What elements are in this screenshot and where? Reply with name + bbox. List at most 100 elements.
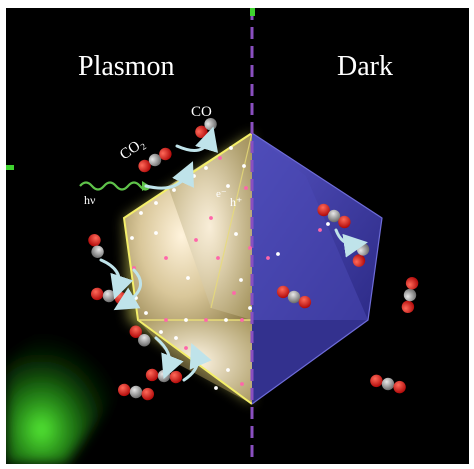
carbon-atom xyxy=(148,153,162,167)
co2-molecule-icon xyxy=(276,285,312,309)
carrier-dot xyxy=(232,291,236,295)
carbon-atom xyxy=(403,288,417,302)
curved-arrow-icon xyxy=(154,336,184,380)
carbon-atom xyxy=(138,334,151,347)
curved-arrow-icon xyxy=(334,228,368,258)
carrier-dot xyxy=(139,211,143,215)
carrier-dot xyxy=(192,174,196,178)
co2-label: CO₂ xyxy=(117,135,148,163)
curved-arrow-icon xyxy=(113,268,143,311)
carrier-dot xyxy=(194,238,198,242)
co-label: CO xyxy=(191,104,212,120)
co2-molecule-icon xyxy=(90,287,128,305)
oxygen-atom xyxy=(393,380,406,394)
carrier-dot xyxy=(216,256,220,260)
carrier-dot xyxy=(184,346,188,350)
co2-molecule-icon xyxy=(370,374,406,394)
oxygen-atom xyxy=(401,300,415,314)
oxygen-atom xyxy=(145,368,159,382)
oxygen-atom xyxy=(338,215,351,229)
carrier-dot xyxy=(204,318,208,322)
green-light-beam xyxy=(6,326,124,464)
plasmon-label: Plasmon xyxy=(78,51,174,82)
carrier-dot xyxy=(172,188,176,192)
carrier-dot xyxy=(174,336,178,340)
carrier-dot xyxy=(218,156,222,160)
carrier-dot xyxy=(199,356,203,360)
carbon-atom xyxy=(91,245,104,258)
oxygen-atom xyxy=(298,295,312,309)
carbon-atom xyxy=(287,290,301,304)
carrier-dot xyxy=(214,386,218,390)
oxygen-atom xyxy=(141,387,155,401)
oxygen-atom xyxy=(90,287,104,301)
top-green-tick xyxy=(250,8,255,16)
co-molecule-icon xyxy=(129,325,151,347)
carrier-dot xyxy=(266,256,270,260)
carrier-dot xyxy=(248,306,252,310)
carrier-dot xyxy=(318,228,322,232)
oxygen-atom xyxy=(317,203,330,217)
oxygen-atom xyxy=(169,370,183,384)
carrier-dot xyxy=(234,232,238,236)
carrier-dot xyxy=(186,276,190,280)
carrier-dot xyxy=(229,146,233,150)
carrier-dot xyxy=(159,330,163,334)
carrier-dot xyxy=(144,311,148,315)
carrier-dot xyxy=(154,231,158,235)
carrier-dot xyxy=(239,278,243,282)
carbon-atom xyxy=(381,377,395,391)
curved-arrow-icon xyxy=(182,342,212,382)
hole-label: h⁺ xyxy=(230,195,242,209)
left-green-tick xyxy=(6,165,14,170)
oxygen-atom xyxy=(138,159,151,173)
oxygen-atom xyxy=(159,147,172,161)
carrier-dot xyxy=(240,382,244,386)
co-molecule-icon xyxy=(88,234,104,258)
co2-molecule-icon xyxy=(317,203,351,229)
plasmon-dark-diagram: hν e⁻ h⁺ Plasmon Dark CO₂ CO xyxy=(6,8,419,464)
carrier-dot xyxy=(226,368,230,372)
curved-arrow-icon xyxy=(99,258,134,300)
carrier-dot xyxy=(209,216,213,220)
co2-molecule-icon xyxy=(117,383,155,401)
co2-molecule-icon xyxy=(138,147,172,173)
carrier-dot xyxy=(244,186,248,190)
dark-label: Dark xyxy=(337,51,393,82)
carrier-dot xyxy=(204,166,208,170)
carrier-dot xyxy=(226,184,230,188)
carrier-dot xyxy=(164,256,168,260)
oxygen-atom xyxy=(405,276,419,290)
carrier-dot xyxy=(326,222,330,226)
carrier-dot xyxy=(184,318,188,322)
carbon-atom xyxy=(129,385,143,399)
carrier-dot xyxy=(242,164,246,168)
co2-molecule-icon xyxy=(145,368,183,384)
carrier-dot xyxy=(130,236,134,240)
carrier-dot xyxy=(154,201,158,205)
oxygen-atom xyxy=(276,285,290,299)
carbon-atom xyxy=(102,289,116,303)
carbon-atom xyxy=(157,369,171,383)
dark-half-particle xyxy=(251,132,383,405)
oxygen-atom xyxy=(117,383,131,397)
electron-label: e⁻ xyxy=(216,188,227,200)
diagram-panel: hν e⁻ h⁺ Plasmon Dark CO₂ CO xyxy=(6,8,469,464)
carrier-dot xyxy=(240,318,244,322)
carbon-atom xyxy=(327,209,341,223)
carrier-dot xyxy=(224,318,228,322)
carrier-dot xyxy=(248,246,252,250)
co2-molecule-icon xyxy=(401,276,419,314)
carrier-dot xyxy=(164,318,168,322)
oxygen-atom xyxy=(88,234,101,247)
wavy-light-icon xyxy=(79,181,151,191)
light-label: hν xyxy=(84,193,96,207)
oxygen-atom xyxy=(370,374,383,388)
arrows-layer xyxy=(99,126,368,382)
curved-arrow-icon xyxy=(144,161,194,190)
oxygen-atom xyxy=(129,325,142,338)
hot-carriers xyxy=(130,146,330,390)
carrier-dot xyxy=(276,252,280,256)
curved-arrow-icon xyxy=(175,126,219,153)
